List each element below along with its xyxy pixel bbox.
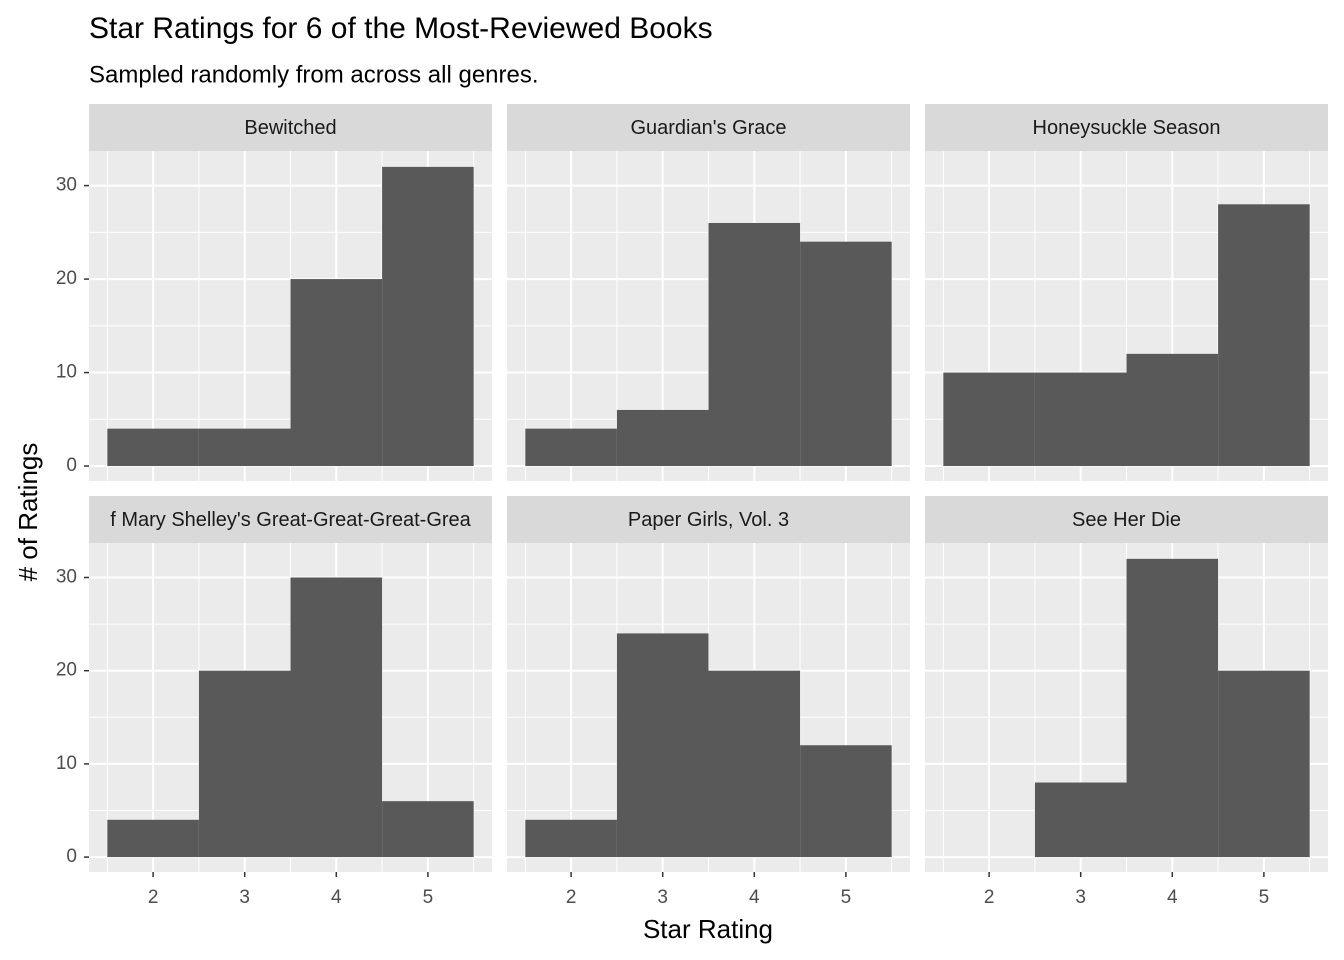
x-tick-label: 2 [984,887,995,908]
x-tick-label: 4 [331,887,342,908]
strip-label: Bewitched [244,117,336,139]
y-tick-label: 10 [56,753,77,774]
x-axis-title: Star Rating [643,914,773,944]
bar [382,801,474,858]
y-axis-title: # of Ratings [13,443,43,582]
bar [1034,782,1127,858]
y-tick-label: 0 [66,455,77,476]
bar [1034,372,1127,467]
bar [290,279,383,467]
bar [198,428,291,467]
bar [708,670,801,858]
x-tick-label: 4 [749,887,760,908]
x-tick-label: 2 [566,887,577,908]
strip-label: See Her Die [1072,509,1181,531]
x-tick-label: 2 [148,887,159,908]
chart-subtitle: Sampled randomly from across all genres. [89,61,539,88]
x-tick-label: 4 [1167,887,1178,908]
chart-title: Star Ratings for 6 of the Most-Reviewed … [89,12,713,45]
y-tick-label: 30 [56,175,77,196]
bar [198,670,291,858]
y-tick-label: 20 [56,660,77,681]
y-tick-label: 30 [56,567,77,588]
strip-label: Honeysuckle Season [1033,117,1221,139]
strip [89,496,492,543]
bar [290,577,383,858]
bar [800,745,892,858]
bar [708,222,801,467]
bar [800,241,892,467]
bar [943,372,1035,467]
strip-label: Guardian's Grace [630,117,786,139]
strip [89,104,492,151]
strip-label: Paper Girls, Vol. 3 [628,509,789,531]
x-tick-label: 3 [1075,887,1086,908]
y-tick-label: 20 [56,268,77,289]
bar [525,819,617,858]
strip [507,496,910,543]
bar [382,166,474,467]
bar [107,819,199,858]
bar [616,409,709,467]
strip-label: f Mary Shelley's Great-Great-Great-Grea [110,509,471,531]
strip [925,104,1328,151]
y-tick-label: 10 [56,362,77,383]
bar [107,428,199,467]
bar [616,633,709,858]
x-tick-label: 3 [239,887,250,908]
x-tick-label: 5 [841,887,852,908]
strip [925,496,1328,543]
bar [1126,558,1219,858]
x-tick-label: 5 [423,887,434,908]
x-tick-label: 3 [657,887,668,908]
bar [525,428,617,467]
y-tick-label: 0 [66,846,77,867]
x-tick-label: 5 [1259,887,1270,908]
strip [507,104,910,151]
bar [1218,204,1310,467]
bar [1126,353,1219,467]
bar [1218,670,1310,858]
